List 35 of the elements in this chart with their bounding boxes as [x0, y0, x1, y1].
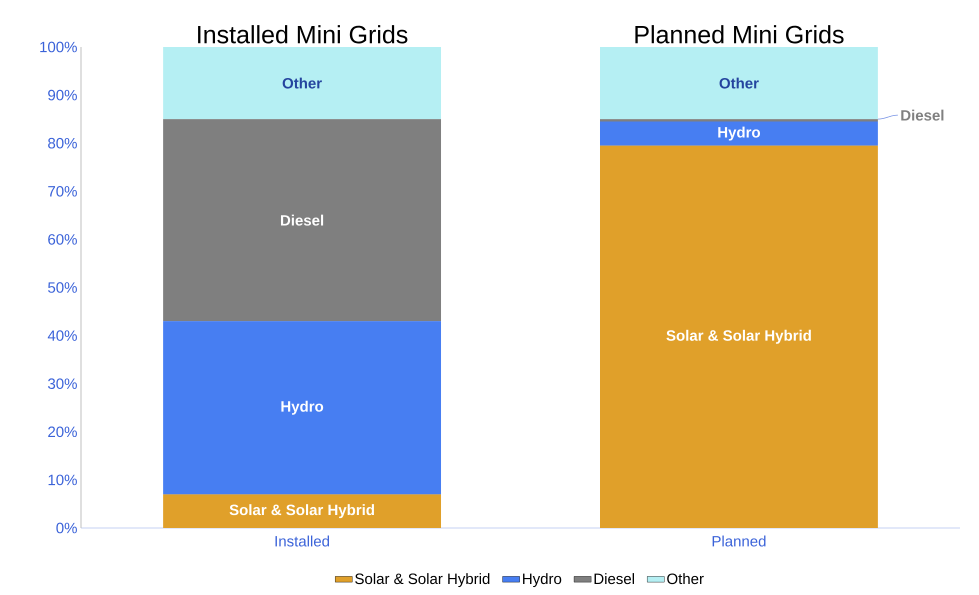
y-tick-label: 0% [56, 522, 77, 534]
text: Other [720, 78, 759, 89]
y-tick-label: 90% [48, 90, 77, 100]
text: Diesel [280, 214, 324, 226]
y-tick-label: 20% [48, 426, 77, 438]
x-tick-label: Installed [276, 536, 330, 547]
bar [163, 119, 442, 322]
text: Hydro [718, 126, 760, 141]
text: Other [282, 78, 322, 89]
legend-label: Solar & Solar Hybrid [355, 573, 490, 588]
y-tick-label: 100% [40, 42, 77, 52]
y-tick-label: 10% [48, 474, 77, 486]
text: Hydro [281, 400, 324, 415]
legend-label: Diesel [594, 573, 634, 584]
bar [163, 46, 442, 120]
bar [600, 146, 878, 528]
x-tick-label: Planned [712, 536, 766, 547]
text: Diesel [901, 110, 944, 121]
y-tick-label: 60% [48, 234, 77, 245]
bar [163, 494, 442, 528]
text: Planned Mini Grids [635, 25, 844, 44]
legend-label: Other [667, 573, 704, 584]
bar [600, 122, 878, 146]
bar [163, 321, 442, 494]
y-tick-label: 80% [48, 138, 77, 148]
text: Installed Mini Grids [198, 25, 408, 44]
text: Solar & Solar Hybrid [666, 330, 811, 344]
bar [600, 46, 878, 120]
text: Solar & Solar Hybrid [230, 504, 374, 518]
y-tick-label: 70% [48, 186, 77, 197]
y-tick-label: 50% [48, 282, 77, 293]
y-tick-label: 30% [48, 378, 77, 390]
legend-label: Hydro [523, 573, 562, 588]
y-tick-label: 40% [48, 330, 77, 341]
bar [600, 119, 878, 122]
